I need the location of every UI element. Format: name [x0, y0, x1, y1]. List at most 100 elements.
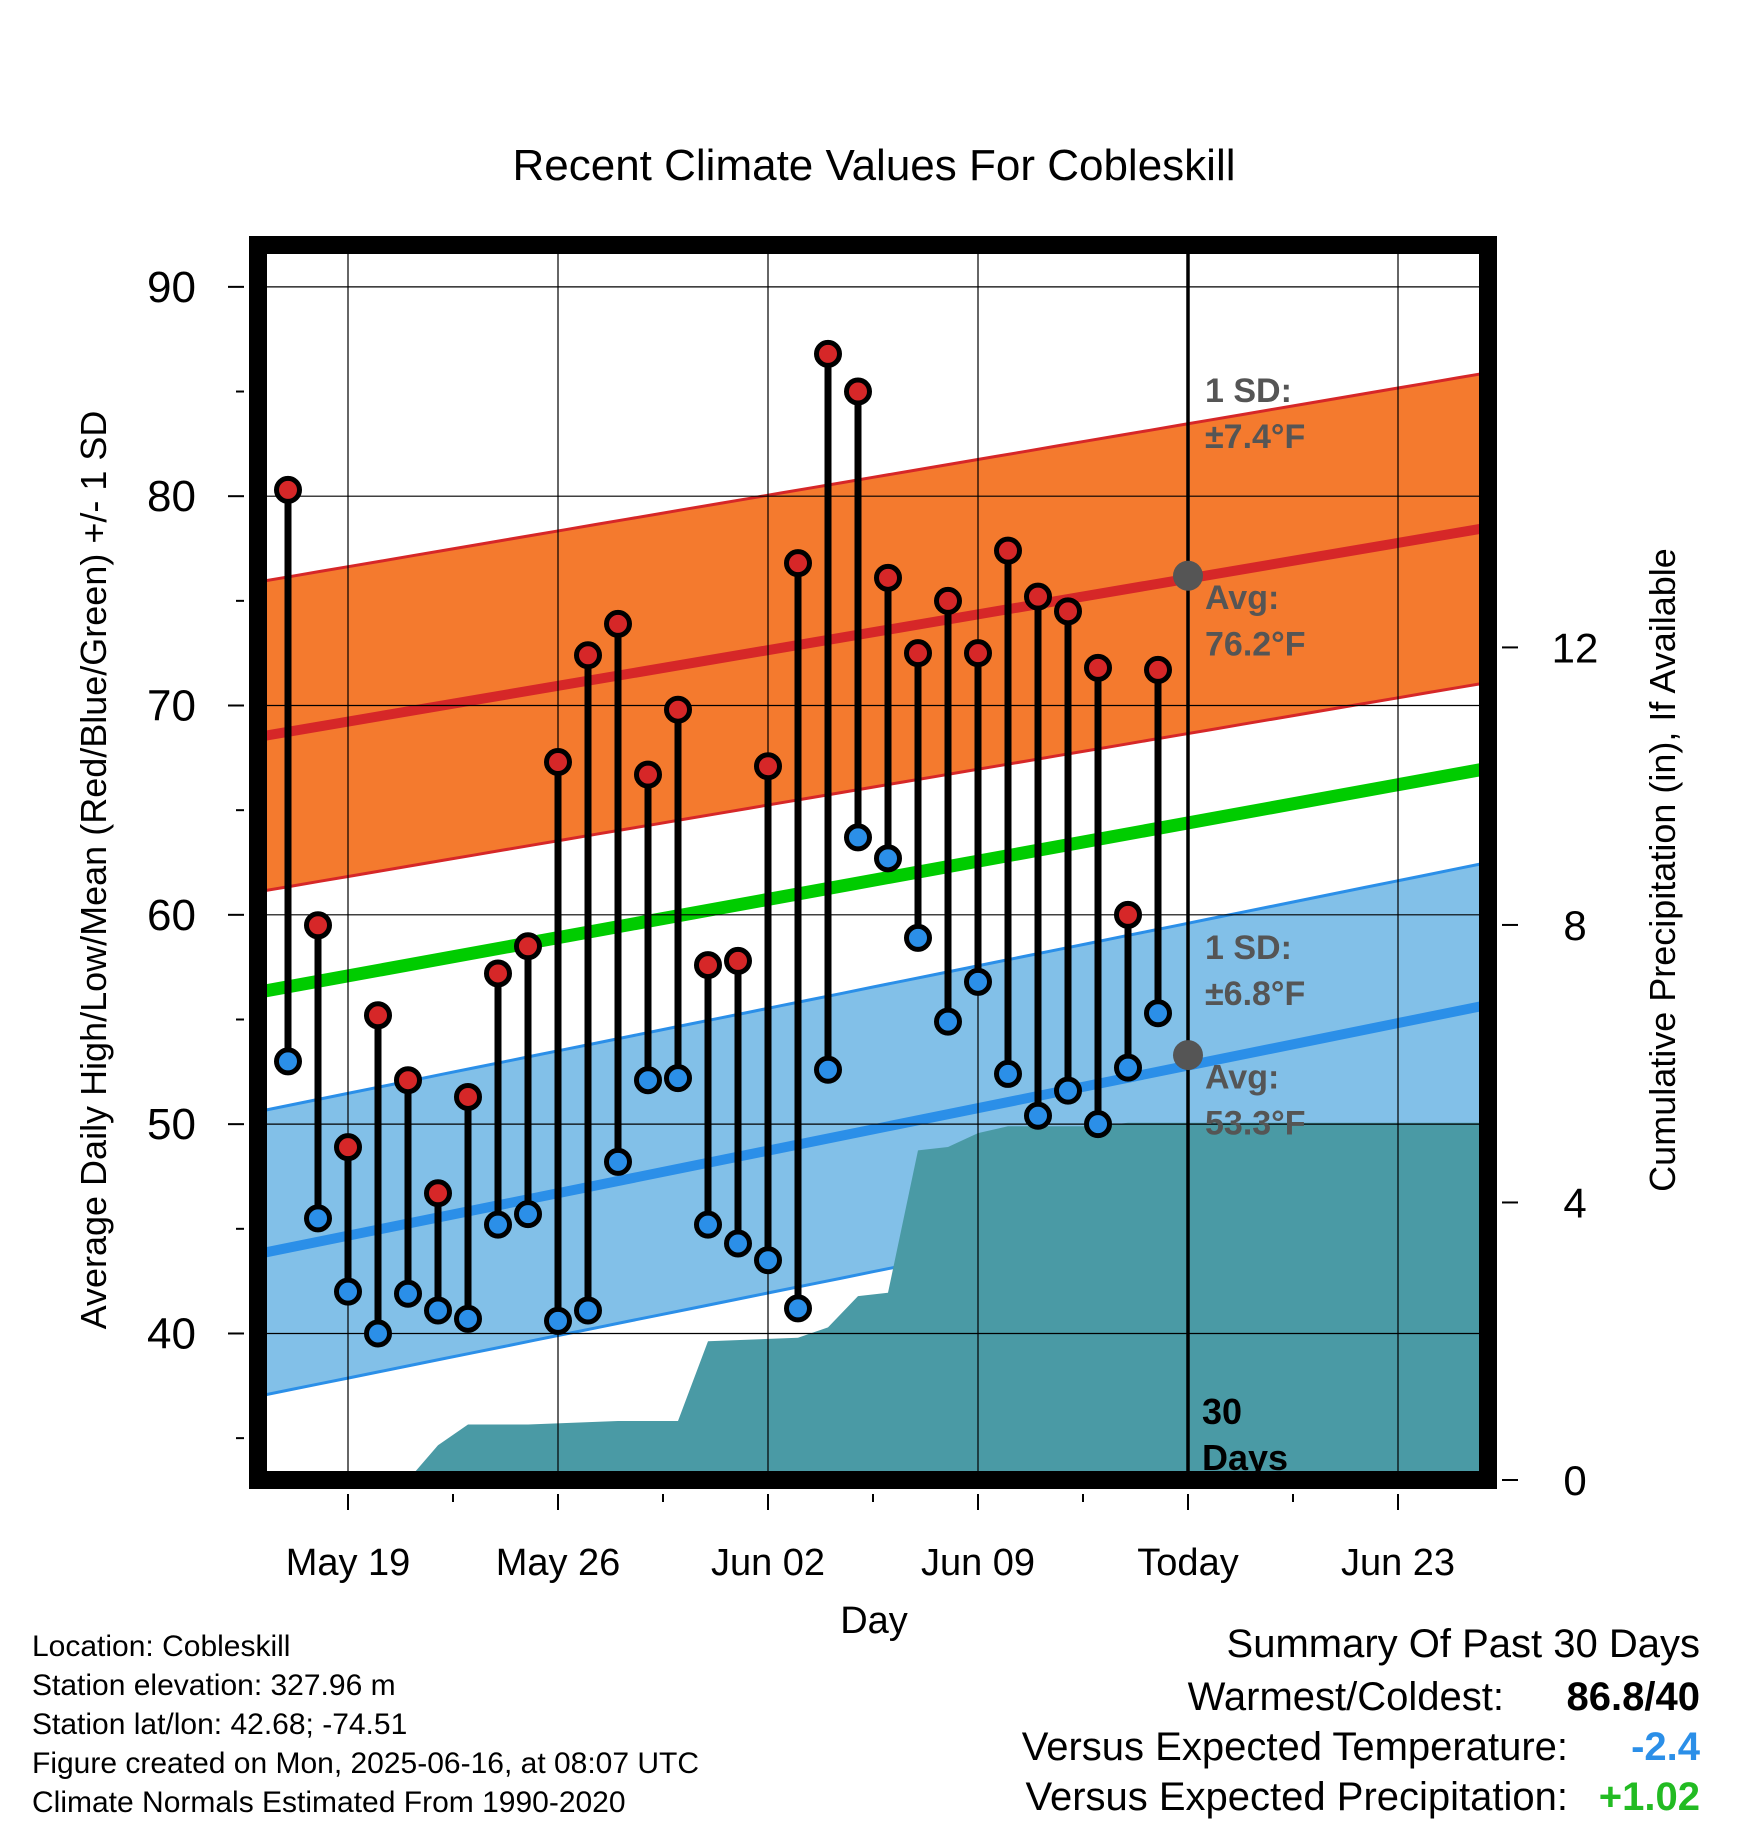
warm-cold-value: 86.8/40	[1567, 1675, 1700, 1720]
low-temp-point	[424, 1296, 452, 1325]
x-tick-label: May 19	[286, 1542, 411, 1584]
high-temp-point	[1084, 653, 1112, 682]
low-temp-point	[904, 923, 932, 952]
footer-location: Location: Cobleskill	[32, 1630, 291, 1663]
high-temp-point	[694, 951, 722, 980]
high-temp-point	[544, 748, 572, 777]
high-sd-lower-edge	[257, 681, 1489, 894]
high-temp-point	[1114, 900, 1142, 929]
y-tick-label: 80	[147, 472, 196, 521]
high-temp-point	[904, 639, 932, 668]
warm-cold-label: Warmest/Coldest:	[1187, 1675, 1504, 1719]
low-temp-point	[694, 1210, 722, 1239]
high-temp-point	[514, 932, 542, 961]
low-sd-value: ±6.8°F	[1205, 975, 1305, 1013]
low-temp-point	[784, 1294, 812, 1323]
high-temp-point	[394, 1066, 422, 1095]
low-temp-point	[964, 967, 992, 996]
low-temp-point	[1114, 1053, 1142, 1082]
footer-elevation: Station elevation: 327.96 m	[32, 1669, 396, 1702]
low-temp-point	[514, 1200, 542, 1229]
high-normal-line	[257, 522, 1489, 742]
low-temp-point	[484, 1210, 512, 1239]
x-axis-label: Day	[840, 1600, 908, 1642]
high-temp-point	[1024, 582, 1052, 611]
precip-versus-label: Versus Expected Precipitation:	[1025, 1775, 1568, 1819]
y2-tick-label: 8	[1563, 902, 1586, 949]
y2-tick-label: 4	[1563, 1179, 1586, 1226]
today-window-label-number: 30	[1202, 1391, 1242, 1432]
footer-latlon: Station lat/lon: 42.68; -74.51	[32, 1708, 408, 1741]
low-temp-point	[604, 1147, 632, 1176]
x-tick-label: Jun 23	[1341, 1542, 1455, 1584]
low-avg-label: Avg:	[1205, 1059, 1279, 1097]
high-temp-point	[274, 475, 302, 504]
high-temp-point	[484, 959, 512, 988]
warmest-value: 86.8	[1566, 1675, 1645, 1719]
high-temp-point	[994, 536, 1022, 565]
high-temp-point	[1144, 655, 1172, 684]
plot-frame	[249, 236, 1497, 1489]
high-temp-point	[664, 695, 692, 724]
today-high-normal-marker	[1173, 560, 1203, 591]
coldest-value: /40	[1644, 1675, 1700, 1719]
precip-versus-value: +1.02	[1598, 1775, 1700, 1819]
high-sd-value: ±7.4°F	[1205, 418, 1305, 456]
low-sd-label: 1 SD:	[1205, 929, 1292, 967]
low-temp-point	[994, 1059, 1022, 1088]
high-temp-point	[604, 609, 632, 638]
precipitation-area	[378, 1122, 1488, 1480]
high-temp-point	[934, 586, 962, 615]
low-temp-point	[664, 1064, 692, 1093]
chart-title: Recent Climate Values For Cobleskill	[512, 141, 1235, 190]
y2-tick-label: 0	[1563, 1457, 1586, 1504]
y-axis-label: Average Daily High/Low/Mean (Red/Blue/Gr…	[73, 411, 114, 1330]
high-temp-point	[334, 1133, 362, 1162]
low-temp-point	[934, 1007, 962, 1036]
footer-created: Figure created on Mon, 2025-06-16, at 08…	[32, 1747, 700, 1780]
mean-normal-line	[256, 761, 1490, 999]
y2-axis-label: Cumulative Precipitation (in), If Availa…	[1642, 548, 1683, 1192]
high-avg-value: 76.2°F	[1205, 625, 1306, 663]
low-temp-point	[334, 1277, 362, 1306]
high-temp-point	[754, 752, 782, 781]
x-tick-label: Jun 02	[711, 1542, 825, 1584]
low-temp-point	[304, 1204, 332, 1233]
high-temp-point	[424, 1179, 452, 1208]
low-temp-point	[724, 1229, 752, 1258]
low-temp-point	[454, 1304, 482, 1333]
temp-versus-value: -2.4	[1631, 1725, 1700, 1769]
x-tick-label: Today	[1137, 1542, 1238, 1584]
high-temp-point	[364, 1001, 392, 1030]
high-temp-point	[634, 760, 662, 789]
high-temp-point	[1054, 597, 1082, 626]
axes: 40 50 60 70 80 90 0 4 8 12 May 19 May 26 Jun 02 Jun 0…	[147, 236, 1598, 1584]
high-sd-upper-edge	[257, 371, 1489, 584]
y-tick-label: 40	[147, 1309, 196, 1358]
y-tick-label: 50	[147, 1100, 196, 1149]
high-sd-label: 1 SD:	[1205, 372, 1292, 410]
low-temp-point	[1054, 1076, 1082, 1105]
low-temp-point	[574, 1296, 602, 1325]
low-temp-point	[394, 1279, 422, 1308]
low-normal-line	[257, 999, 1489, 1259]
high-temp-point	[304, 911, 332, 940]
low-temp-point	[274, 1047, 302, 1076]
high-temp-point	[814, 339, 842, 368]
y-tick-label: 60	[147, 891, 196, 940]
high-temp-point	[454, 1082, 482, 1111]
high-temp-point	[724, 946, 752, 975]
low-temp-point	[364, 1319, 392, 1348]
high-temp-point	[574, 641, 602, 670]
high-temp-point	[844, 377, 872, 406]
footer-normals: Climate Normals Estimated From 1990-2020	[32, 1786, 626, 1819]
low-sd-upper-edge	[257, 861, 1489, 1114]
low-temp-point	[754, 1246, 782, 1275]
low-temp-point	[1084, 1110, 1112, 1139]
low-temp-point	[634, 1066, 662, 1095]
low-avg-value: 53.3°F	[1205, 1105, 1306, 1143]
x-tick-label: May 26	[496, 1542, 621, 1584]
low-temp-point	[874, 844, 902, 873]
low-temp-point	[1024, 1101, 1052, 1130]
